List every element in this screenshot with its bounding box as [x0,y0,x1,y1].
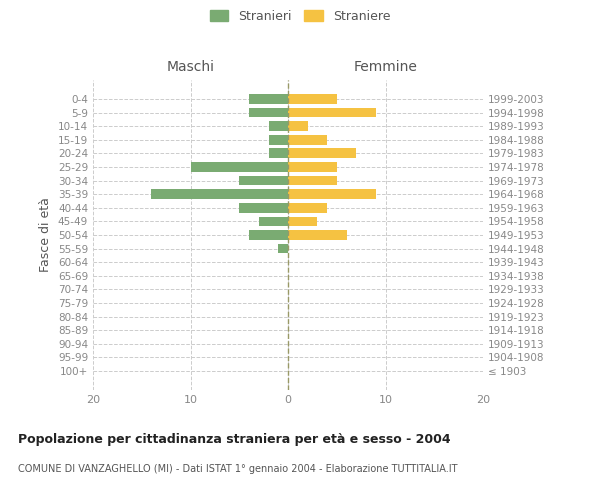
Bar [249,230,288,240]
Bar [269,148,288,158]
Text: Maschi: Maschi [167,60,215,74]
Bar [191,162,288,172]
Bar [288,190,376,199]
Bar [269,135,288,144]
Bar [288,122,308,131]
Bar [288,94,337,104]
Bar [288,216,317,226]
Legend: Stranieri, Straniere: Stranieri, Straniere [205,5,395,28]
Bar [239,203,288,212]
Bar [269,122,288,131]
Y-axis label: Fasce di età: Fasce di età [40,198,52,272]
Bar [288,162,337,172]
Text: Popolazione per cittadinanza straniera per età e sesso - 2004: Popolazione per cittadinanza straniera p… [18,432,451,446]
Bar [288,203,327,212]
Bar [249,108,288,118]
Bar [259,216,288,226]
Bar [278,244,288,254]
Bar [288,108,376,118]
Bar [151,190,288,199]
Bar [239,176,288,186]
Bar [288,135,327,144]
Bar [288,176,337,186]
Text: Femmine: Femmine [353,60,418,74]
Bar [288,230,347,240]
Text: COMUNE DI VANZAGHELLO (MI) - Dati ISTAT 1° gennaio 2004 - Elaborazione TUTTITALI: COMUNE DI VANZAGHELLO (MI) - Dati ISTAT … [18,464,458,474]
Bar [288,148,356,158]
Bar [249,94,288,104]
